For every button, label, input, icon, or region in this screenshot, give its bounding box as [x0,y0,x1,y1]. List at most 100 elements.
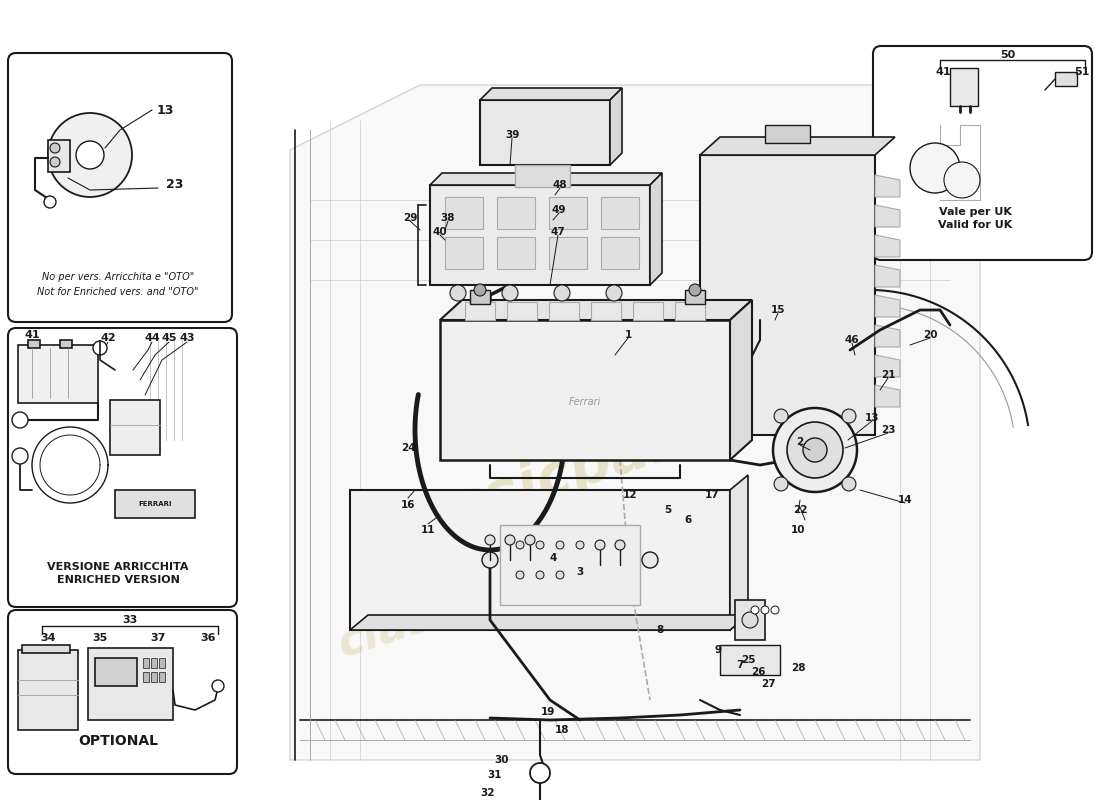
Circle shape [525,535,535,545]
FancyBboxPatch shape [873,46,1092,260]
Circle shape [773,408,857,492]
Text: 4: 4 [549,553,557,563]
Bar [160,672,165,682]
Circle shape [50,143,60,153]
Bar [350,490,730,630]
Text: 43: 43 [179,333,195,343]
Bar [60,340,72,348]
Text: 31: 31 [487,770,503,780]
Bar [160,658,165,668]
Polygon shape [874,325,900,347]
Text: No per vers. Arricchita e "OTO": No per vers. Arricchita e "OTO" [42,272,194,282]
Text: 49: 49 [552,205,567,215]
Circle shape [774,409,788,423]
Bar [685,290,705,304]
Bar [18,345,98,403]
Polygon shape [650,173,662,285]
Bar [480,100,611,165]
Text: Ferrari: Ferrari [569,397,602,407]
Bar [22,645,70,653]
Bar [440,320,730,460]
Circle shape [842,409,856,423]
Bar [151,658,157,668]
Text: ENRICHED VERSION: ENRICHED VERSION [56,575,179,585]
Bar [735,600,764,640]
Text: 12: 12 [623,490,637,500]
Polygon shape [440,300,752,320]
Bar [764,125,810,143]
Polygon shape [874,295,900,317]
Polygon shape [874,265,900,287]
Text: 44: 44 [144,333,159,343]
Polygon shape [290,85,980,760]
Circle shape [482,552,498,568]
Circle shape [606,285,621,301]
Circle shape [742,612,758,628]
Text: 8: 8 [657,625,663,635]
Circle shape [450,285,466,301]
Text: 41: 41 [935,67,950,77]
Text: 24: 24 [400,443,416,453]
Polygon shape [874,175,900,197]
FancyBboxPatch shape [8,328,236,607]
Circle shape [576,541,584,549]
Circle shape [94,341,107,355]
Circle shape [485,535,495,545]
Bar [497,237,535,269]
Text: FERRARI: FERRARI [139,501,172,507]
Bar [470,290,490,304]
Text: 47: 47 [551,227,565,237]
Text: 42: 42 [100,333,116,343]
Circle shape [516,541,524,549]
Text: Valid for UK: Valid for UK [938,220,1012,230]
Bar [720,645,780,675]
FancyBboxPatch shape [8,53,232,322]
Circle shape [76,141,104,169]
Text: 17: 17 [705,490,719,500]
Text: 14: 14 [898,495,912,505]
Bar [430,185,650,285]
Circle shape [786,422,843,478]
Text: 26: 26 [750,667,766,677]
Bar [675,302,705,320]
Text: 39: 39 [505,130,519,140]
Text: 13: 13 [156,103,174,117]
Circle shape [48,113,132,197]
Circle shape [771,606,779,614]
Polygon shape [480,88,622,100]
Circle shape [595,540,605,550]
Polygon shape [48,140,70,172]
Text: 3: 3 [576,567,584,577]
Circle shape [536,541,544,549]
Circle shape [44,196,56,208]
Text: OPTIONAL: OPTIONAL [78,734,158,748]
Circle shape [842,477,856,491]
Circle shape [516,571,524,579]
Bar [465,302,495,320]
Text: 2: 2 [796,437,804,447]
Bar [110,400,160,455]
Circle shape [530,763,550,783]
Bar [497,197,535,229]
Circle shape [502,285,518,301]
Polygon shape [700,137,895,155]
Circle shape [536,571,544,579]
Text: 34: 34 [41,633,56,643]
Bar [591,302,622,320]
Text: 46: 46 [845,335,859,345]
Circle shape [12,448,28,464]
Text: 41: 41 [24,330,40,340]
Bar [143,658,148,668]
Text: 30: 30 [495,755,509,765]
Text: 27: 27 [761,679,776,689]
Bar [116,490,195,518]
Bar [88,648,173,720]
Bar [632,302,663,320]
Text: 6: 6 [684,515,692,525]
Text: 38: 38 [441,213,455,223]
Circle shape [944,162,980,198]
Circle shape [761,606,769,614]
Text: 32: 32 [481,788,495,798]
Text: 11: 11 [420,525,436,535]
Bar [151,672,157,682]
